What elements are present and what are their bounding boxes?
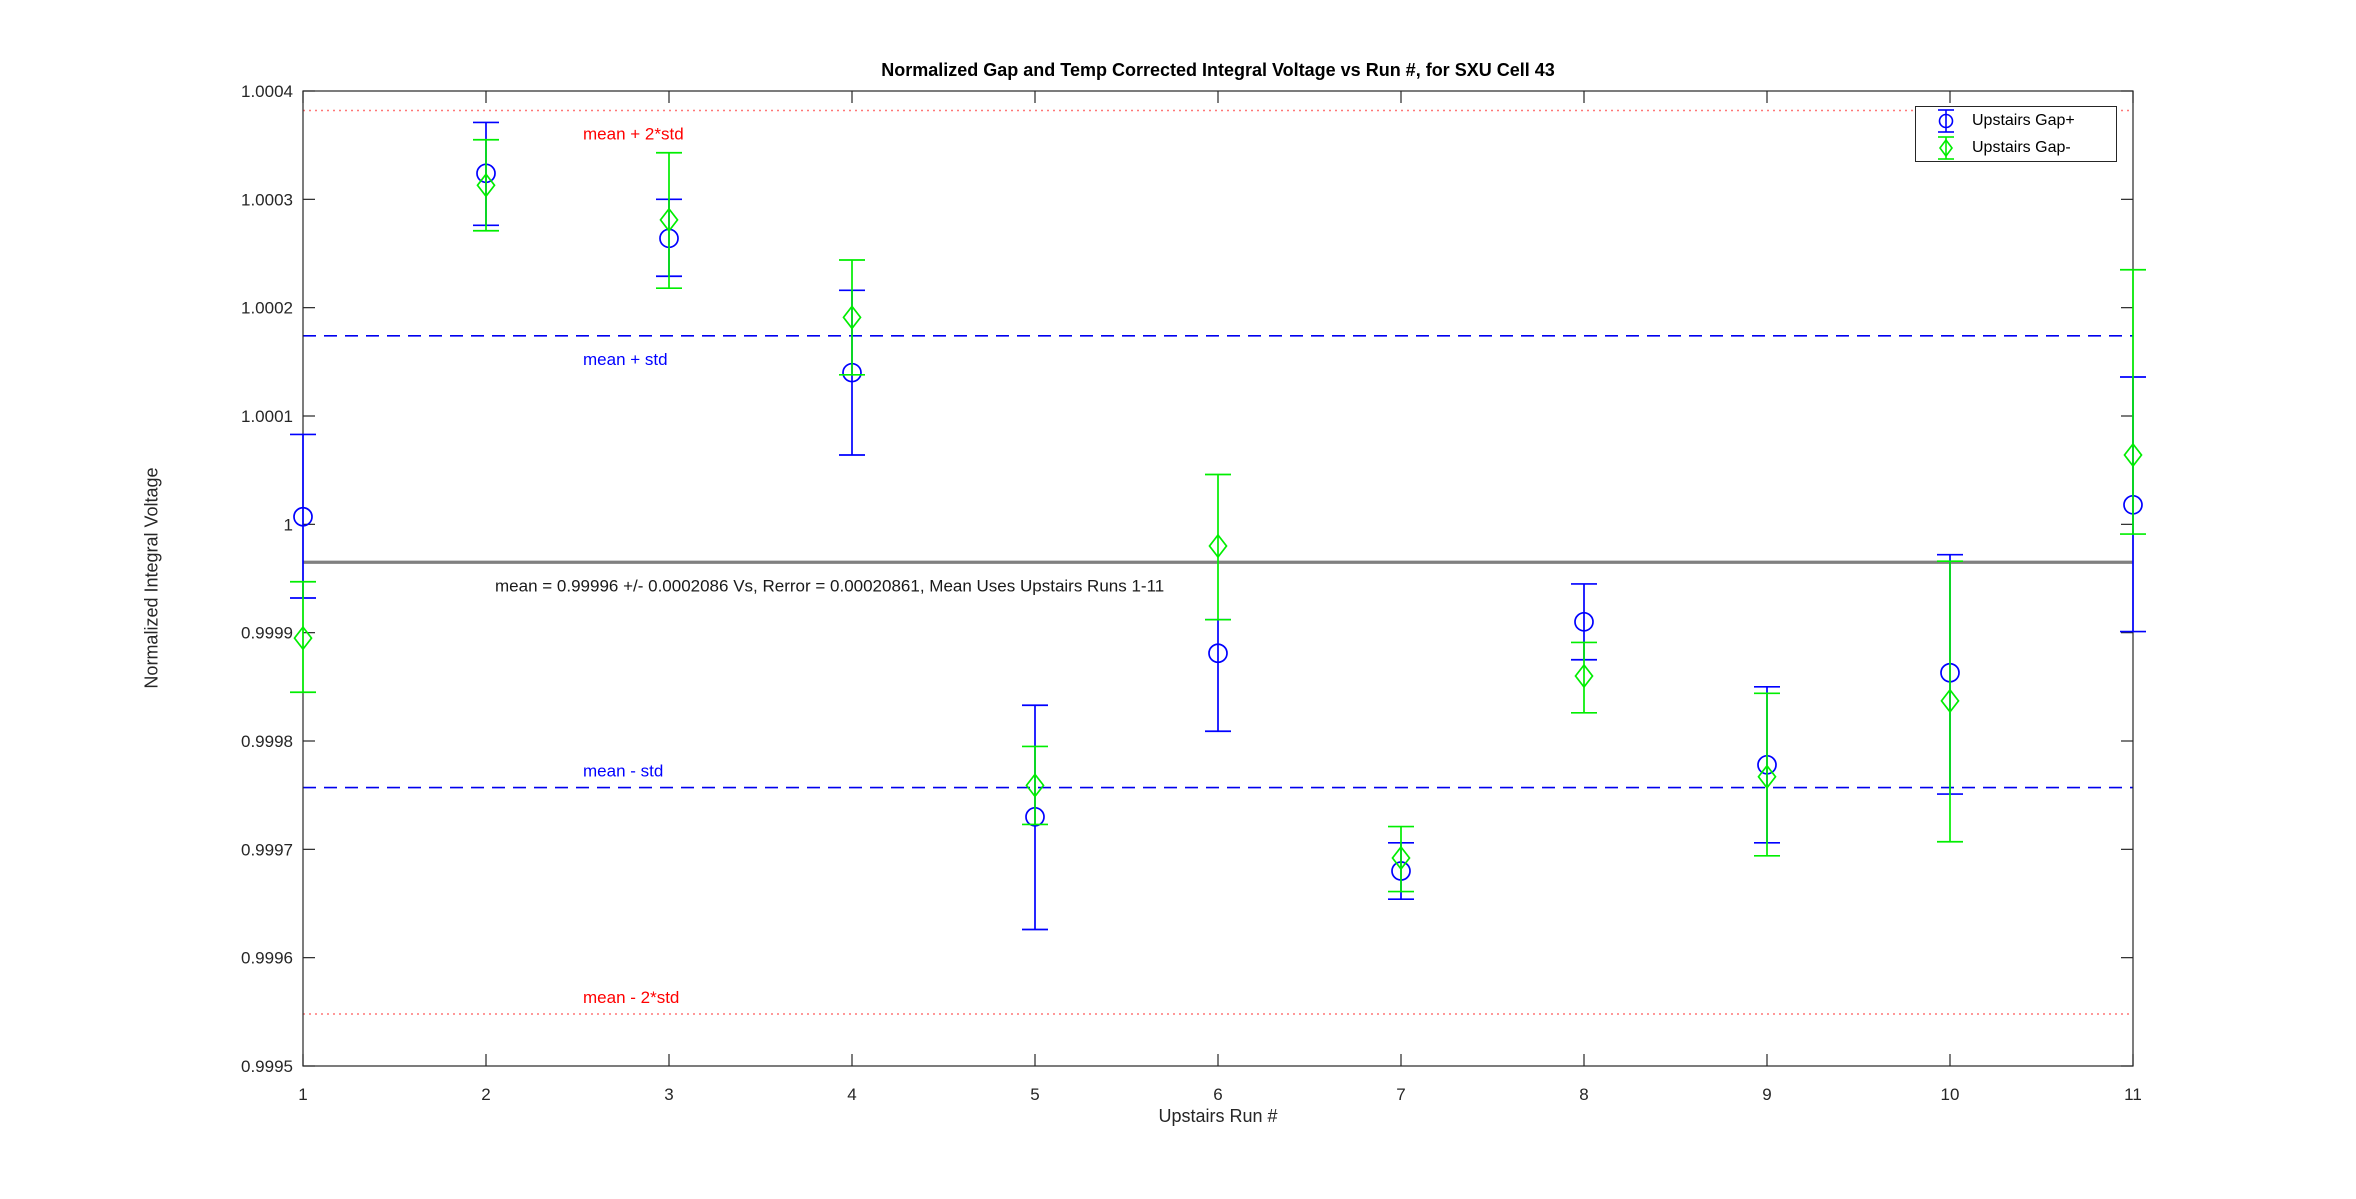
y-tick-label: 0.9998 xyxy=(241,732,293,751)
marker-upstairs-gap-run-7 xyxy=(1391,845,1411,871)
y-tick-label: 0.9996 xyxy=(241,949,293,968)
marker-upstairs-gap-run-11 xyxy=(2123,442,2143,468)
legend-glyph-part xyxy=(1939,138,1953,157)
y-tick-label: 1.0004 xyxy=(241,82,293,101)
y-tick-label: 0.9999 xyxy=(241,624,293,643)
y-axis-label: Normalized Integral Voltage xyxy=(141,467,162,689)
x-tick-label: 2 xyxy=(481,1085,490,1104)
y-tick-label: 1.0001 xyxy=(241,407,293,426)
marker-upstairs-gap-run-8 xyxy=(1574,611,1594,632)
marker-upstairs-gap-run-1 xyxy=(293,625,313,651)
marker-upstairs-gap-run-6 xyxy=(1208,643,1228,664)
x-tick-label: 11 xyxy=(2124,1085,2142,1104)
x-axis-label: Upstairs Run # xyxy=(1158,1106,1278,1126)
legend-label-gap-minus: Upstairs Gap- xyxy=(1972,138,2071,156)
marker-upstairs-gap-run-4 xyxy=(842,305,862,330)
x-tick-label: 5 xyxy=(1030,1085,1039,1104)
ref-line-label-mean-minus-2std: mean - 2*std xyxy=(583,988,679,1007)
y-tick-label: 0.9997 xyxy=(241,840,293,859)
ref-line-label-mean-plus-2std: mean + 2*std xyxy=(583,125,684,144)
x-tick-label: 6 xyxy=(1213,1085,1222,1104)
x-tick-label: 3 xyxy=(664,1085,673,1104)
ref-line-label-mean-minus-std: mean - std xyxy=(583,762,663,781)
x-tick-label: 10 xyxy=(1941,1085,1960,1104)
gap-plus-errorbar-icon xyxy=(1938,108,1954,133)
chart-title: Normalized Gap and Temp Corrected Integr… xyxy=(881,60,1555,80)
legend: Upstairs Gap+ Upstairs Gap- xyxy=(1915,106,2117,162)
y-tick-label: 1 xyxy=(284,515,293,534)
legend-glyph-part xyxy=(1938,113,1954,128)
marker-upstairs-gap-run-10 xyxy=(1940,688,1960,714)
legend-label-gap-plus: Upstairs Gap+ xyxy=(1972,111,2075,129)
legend-item-gap-plus: Upstairs Gap+ xyxy=(1916,108,2116,134)
x-tick-label: 4 xyxy=(847,1085,856,1104)
x-tick-label: 9 xyxy=(1762,1085,1771,1104)
x-tick-label: 8 xyxy=(1579,1085,1588,1104)
marker-upstairs-gap-run-5 xyxy=(1025,773,1045,798)
marker-upstairs-gap-run-3 xyxy=(659,207,679,233)
legend-item-gap-minus: Upstairs Gap- xyxy=(1916,135,2116,161)
y-tick-label: 0.9995 xyxy=(241,1057,293,1076)
marker-upstairs-gap-run-1 xyxy=(293,506,313,527)
marker-upstairs-gap-run-2 xyxy=(476,172,496,198)
y-tick-label: 1.0003 xyxy=(241,190,293,209)
x-tick-label: 1 xyxy=(298,1085,307,1104)
ref-line-label-mean: mean = 0.99996 +/- 0.0002086 Vs, Rerror … xyxy=(495,576,1164,595)
gap-minus-errorbar-icon xyxy=(1938,135,1954,160)
x-tick-label: 7 xyxy=(1396,1085,1405,1104)
marker-upstairs-gap-run-8 xyxy=(1574,663,1594,689)
ref-line-label-mean-plus-std: mean + std xyxy=(583,350,668,369)
y-tick-label: 1.0002 xyxy=(241,299,293,318)
marker-upstairs-gap-run-6 xyxy=(1208,533,1228,559)
marker-upstairs-gap-run-9 xyxy=(1757,764,1777,790)
